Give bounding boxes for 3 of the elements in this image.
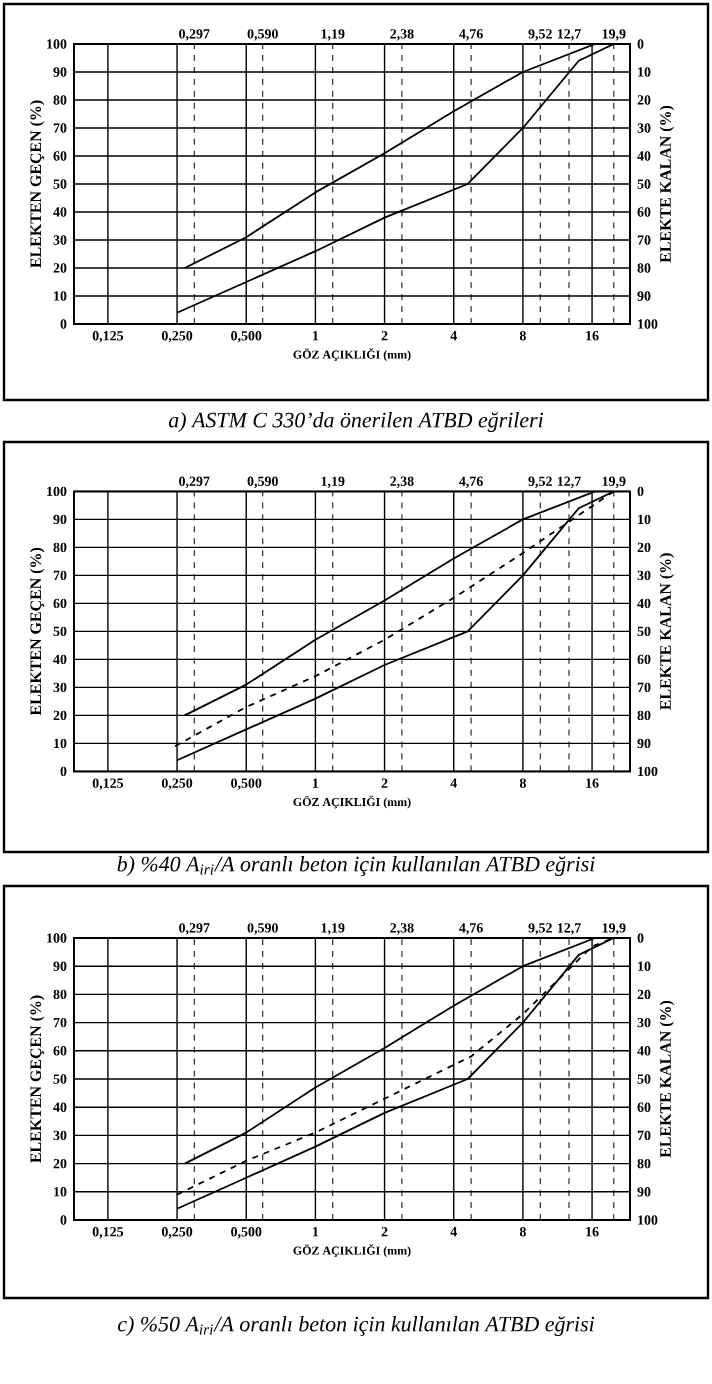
text: b) %40 A$_{iri}$/A oranlı beton için kullanılan ATBD eğrisi [117,856,595,876]
text: a) ASTM C 330’da önerilen ATBD eğrileri [168,412,544,432]
text: c) %50 A$_{iri}$/A oranlı beton için kullanılan ATBD eğrisi [118,1316,595,1336]
